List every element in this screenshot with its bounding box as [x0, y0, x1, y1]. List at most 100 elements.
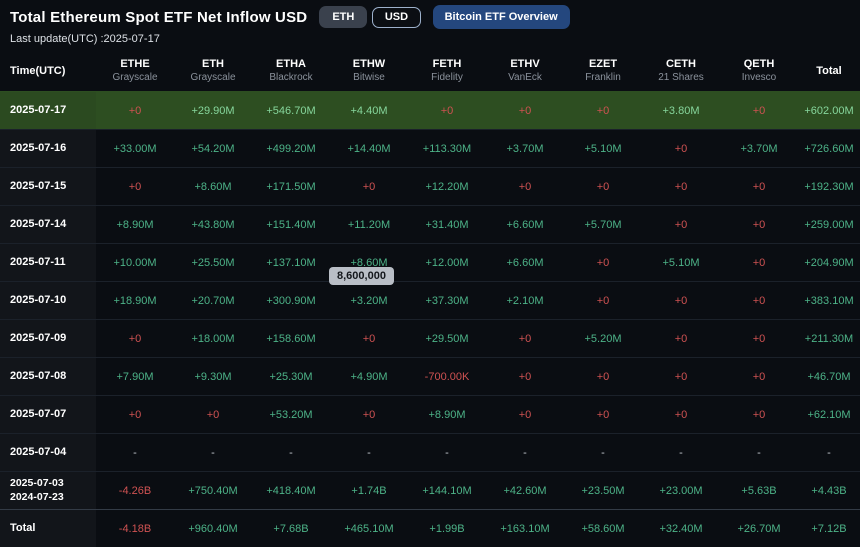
value-cell[interactable]: +171.50M	[252, 168, 330, 206]
value-cell[interactable]: +726.60M	[798, 130, 860, 168]
value-cell[interactable]: +0	[96, 92, 174, 130]
value-cell[interactable]: +29.50M	[408, 320, 486, 358]
value-cell[interactable]: +418.40M	[252, 472, 330, 510]
value-cell[interactable]: -4.18B	[96, 510, 174, 547]
value-cell[interactable]: -	[798, 434, 860, 472]
value-cell[interactable]: +151.40M	[252, 206, 330, 244]
value-cell[interactable]: +0	[408, 92, 486, 130]
value-cell[interactable]: -	[174, 434, 252, 472]
value-cell[interactable]: +4.90M	[330, 358, 408, 396]
value-cell[interactable]: +4.43B	[798, 472, 860, 510]
value-cell[interactable]: +383.10M	[798, 282, 860, 320]
value-cell[interactable]: +0	[642, 396, 720, 434]
value-cell[interactable]: +6.60M	[486, 244, 564, 282]
value-cell[interactable]: +0	[486, 168, 564, 206]
value-cell[interactable]: +0	[720, 244, 798, 282]
value-cell[interactable]: +62.10M	[798, 396, 860, 434]
value-cell[interactable]: +163.10M	[486, 510, 564, 547]
value-cell[interactable]: +0	[486, 92, 564, 130]
value-cell[interactable]: +54.20M	[174, 130, 252, 168]
value-cell[interactable]: +0	[486, 320, 564, 358]
value-cell[interactable]: -	[486, 434, 564, 472]
value-cell[interactable]: +25.30M	[252, 358, 330, 396]
value-cell[interactable]: -	[564, 434, 642, 472]
value-cell[interactable]: +3.20M	[330, 282, 408, 320]
value-cell[interactable]: +25.50M	[174, 244, 252, 282]
value-cell[interactable]: +0	[642, 168, 720, 206]
value-cell[interactable]: +0	[96, 320, 174, 358]
value-cell[interactable]: +0	[330, 396, 408, 434]
value-cell[interactable]: +12.00M	[408, 244, 486, 282]
value-cell[interactable]: +192.30M	[798, 168, 860, 206]
value-cell[interactable]: +3.80M	[642, 92, 720, 130]
value-cell[interactable]: -	[330, 434, 408, 472]
value-cell[interactable]: +0	[642, 320, 720, 358]
value-cell[interactable]: +0	[96, 168, 174, 206]
value-cell[interactable]: +8.90M	[96, 206, 174, 244]
value-cell[interactable]: +0	[564, 92, 642, 130]
value-cell[interactable]: +33.00M	[96, 130, 174, 168]
value-cell[interactable]: +8.90M	[408, 396, 486, 434]
value-cell[interactable]: +37.30M	[408, 282, 486, 320]
value-cell[interactable]: +58.60M	[564, 510, 642, 547]
value-cell[interactable]: +20.70M	[174, 282, 252, 320]
value-cell[interactable]: +144.10M	[408, 472, 486, 510]
value-cell[interactable]: +0	[564, 244, 642, 282]
value-cell[interactable]: -700.00K	[408, 358, 486, 396]
value-cell[interactable]: +499.20M	[252, 130, 330, 168]
value-cell[interactable]: +18.90M	[96, 282, 174, 320]
value-cell[interactable]: +7.12B	[798, 510, 860, 547]
value-cell[interactable]: +0	[330, 320, 408, 358]
bitcoin-etf-overview-button[interactable]: Bitcoin ETF Overview	[433, 5, 570, 29]
value-cell[interactable]: +0	[720, 92, 798, 130]
value-cell[interactable]: -	[642, 434, 720, 472]
value-cell[interactable]: +0	[564, 358, 642, 396]
value-cell[interactable]: -	[720, 434, 798, 472]
value-cell[interactable]: +750.40M	[174, 472, 252, 510]
value-cell[interactable]: +0	[642, 282, 720, 320]
value-cell[interactable]: +5.10M	[642, 244, 720, 282]
value-cell[interactable]: +8.60M	[174, 168, 252, 206]
value-cell[interactable]: +18.00M	[174, 320, 252, 358]
value-cell[interactable]: +26.70M	[720, 510, 798, 547]
value-cell[interactable]: +1.74B	[330, 472, 408, 510]
value-cell[interactable]: +137.10M	[252, 244, 330, 282]
value-cell[interactable]: +1.99B	[408, 510, 486, 547]
value-cell[interactable]: +3.70M	[720, 130, 798, 168]
value-cell[interactable]: +31.40M	[408, 206, 486, 244]
value-cell[interactable]: +5.10M	[564, 130, 642, 168]
value-cell[interactable]: +0	[720, 168, 798, 206]
value-cell[interactable]: +0	[642, 358, 720, 396]
usd-toggle-button[interactable]: USD	[372, 7, 420, 28]
eth-toggle-button[interactable]: ETH	[319, 6, 367, 28]
value-cell[interactable]: +14.40M	[330, 130, 408, 168]
value-cell[interactable]: +0	[720, 282, 798, 320]
value-cell[interactable]: +3.70M	[486, 130, 564, 168]
value-cell[interactable]: +0	[486, 358, 564, 396]
value-cell[interactable]: +0	[564, 396, 642, 434]
value-cell[interactable]: +43.80M	[174, 206, 252, 244]
value-cell[interactable]: +4.40M	[330, 92, 408, 130]
value-cell[interactable]: +158.60M	[252, 320, 330, 358]
value-cell[interactable]: +113.30M	[408, 130, 486, 168]
value-cell[interactable]: +546.70M	[252, 92, 330, 130]
value-cell[interactable]: +602.00M	[798, 92, 860, 130]
value-cell[interactable]: +211.30M	[798, 320, 860, 358]
value-cell[interactable]: -	[252, 434, 330, 472]
value-cell[interactable]: +7.90M	[96, 358, 174, 396]
value-cell[interactable]: +2.10M	[486, 282, 564, 320]
value-cell[interactable]: +12.20M	[408, 168, 486, 206]
value-cell[interactable]: +0	[330, 168, 408, 206]
value-cell[interactable]: -	[408, 434, 486, 472]
value-cell[interactable]: +32.40M	[642, 510, 720, 547]
value-cell[interactable]: +7.68B	[252, 510, 330, 547]
value-cell[interactable]: +42.60M	[486, 472, 564, 510]
value-cell[interactable]: +0	[642, 130, 720, 168]
value-cell[interactable]: +960.40M	[174, 510, 252, 547]
value-cell[interactable]: +5.20M	[564, 320, 642, 358]
value-cell[interactable]: +0	[564, 168, 642, 206]
value-cell[interactable]: +0	[720, 206, 798, 244]
value-cell[interactable]: +0	[720, 396, 798, 434]
value-cell[interactable]: +23.50M	[564, 472, 642, 510]
value-cell[interactable]: +0	[96, 396, 174, 434]
